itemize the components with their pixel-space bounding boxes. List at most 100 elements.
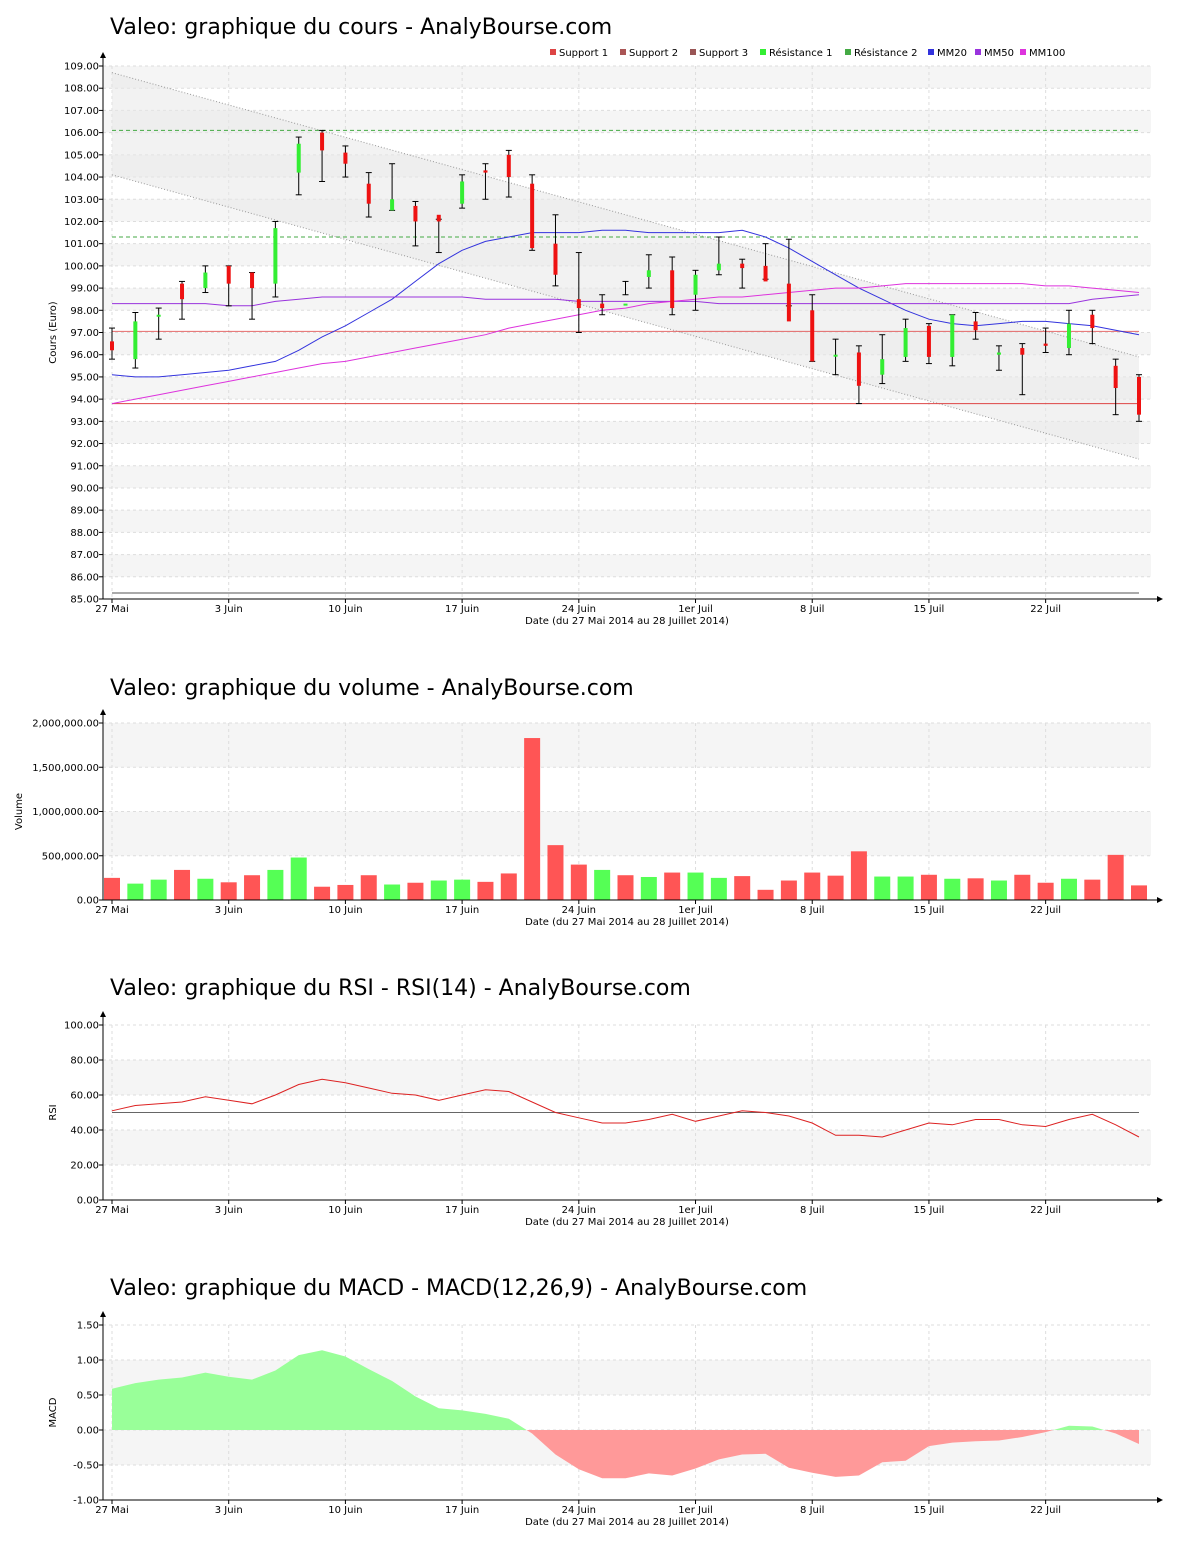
x-tick-label: 1er Juil: [678, 1205, 713, 1216]
volume-bar: [710, 877, 727, 900]
macd-positive-area: [112, 1350, 527, 1430]
candle-body: [436, 214, 441, 222]
y-tick-label: 100.00: [64, 1021, 99, 1032]
y-axis-label: Cours (Euro): [48, 301, 59, 364]
y-tick-label: 103.00: [64, 195, 99, 206]
candle-body: [950, 314, 955, 357]
y-tick-label: 92.00: [70, 439, 99, 450]
x-tick-label: 17 Juin: [445, 604, 479, 615]
legend-entry: MM100: [1029, 48, 1065, 59]
volume-bar: [920, 874, 937, 900]
candle-body: [390, 199, 395, 211]
grid-band: [103, 66, 1151, 89]
volume-bar: [127, 883, 144, 900]
volume-bar: [104, 877, 120, 900]
x-tick-label: 15 Juil: [914, 604, 945, 615]
candle-body: [273, 228, 278, 284]
y-tick-label: 0.00: [77, 896, 99, 907]
y-tick-label: 100.00: [64, 261, 99, 272]
y-tick-label: 99.00: [70, 284, 99, 295]
volume-bar: [1107, 854, 1124, 900]
candle-body: [646, 270, 651, 277]
trend-lower-line: [111, 174, 1140, 460]
volume-bar: [687, 872, 704, 900]
candle-body: [576, 299, 581, 309]
candle-body: [133, 321, 138, 360]
candle-body: [553, 243, 558, 275]
volume-bar: [967, 878, 984, 900]
x-axis-label: Date (du 27 Mai 2014 au 28 Juillet 2014): [525, 917, 729, 928]
volume-bar: [1037, 882, 1054, 900]
volume-bar: [407, 882, 424, 900]
legend-entry: MM20: [937, 48, 967, 59]
candle-body: [250, 272, 255, 289]
x-tick-label: 3 Juin: [215, 604, 243, 615]
x-tick-label: 15 Juil: [914, 1505, 945, 1516]
volume-bar: [664, 872, 681, 900]
x-axis-label: Date (du 27 Mai 2014 au 28 Juillet 2014): [525, 1517, 729, 1528]
candle-body: [366, 183, 371, 204]
volume-bar: [640, 876, 657, 900]
y-tick-label: 101.00: [64, 239, 99, 250]
x-tick-label: 1er Juil: [678, 604, 713, 615]
volume-bar: [1084, 879, 1101, 900]
y-tick-label: 104.00: [64, 173, 99, 184]
y-tick-label: 106.00: [64, 128, 99, 139]
volume-bar: [524, 738, 541, 900]
candle-body: [1043, 343, 1048, 346]
candle-body: [740, 263, 745, 269]
x-tick-label: 15 Juil: [914, 905, 945, 916]
grid-band: [103, 510, 1151, 533]
candle-body: [716, 263, 721, 271]
y-tick-label: 94.00: [70, 395, 99, 406]
grid-band: [103, 465, 1151, 488]
candle-body: [110, 341, 114, 351]
y-tick-label: -0.50: [73, 1461, 99, 1472]
chart-panel-0: Valeo: graphique du cours - AnalyBourse.…: [48, 15, 1163, 627]
x-tick-label: 27 Mai: [95, 604, 128, 615]
trend-upper-line: [111, 72, 1140, 358]
candle-body: [226, 265, 231, 284]
x-tick-label: 17 Juin: [445, 1505, 479, 1516]
y-tick-label: 1.50: [77, 1321, 99, 1332]
candle-body: [996, 352, 1001, 355]
volume-bar: [570, 864, 587, 900]
x-tick-label: 10 Juin: [328, 604, 362, 615]
grid-band: [103, 421, 1151, 444]
volume-bar: [174, 869, 191, 900]
grid-band: [103, 1060, 1151, 1095]
candle-body: [763, 265, 768, 282]
volume-bar: [360, 875, 377, 900]
x-tick-label: 24 Juin: [562, 1205, 596, 1216]
y-tick-label: 0.00: [77, 1196, 99, 1207]
x-axis-arrow: [1157, 897, 1163, 903]
candle-body: [973, 321, 978, 331]
candle-body: [926, 325, 931, 357]
volume-bar: [757, 889, 774, 900]
volume-bar: [220, 882, 237, 900]
chart-title: Valeo: graphique du volume - AnalyBourse…: [110, 676, 634, 701]
rsi-line: [111, 1078, 1140, 1138]
y-tick-label: 40.00: [70, 1126, 99, 1137]
x-tick-label: 3 Juin: [215, 1205, 243, 1216]
candle-body: [786, 283, 791, 322]
x-tick-label: 24 Juin: [562, 604, 596, 615]
y-tick-label: 2,000,000.00: [32, 719, 99, 730]
chart-panel-1: Valeo: graphique du volume - AnalyBourse…: [14, 676, 1163, 928]
candle-body: [810, 310, 815, 362]
volume-bar: [944, 878, 961, 900]
candle-body: [1113, 365, 1118, 389]
x-tick-label: 17 Juin: [445, 905, 479, 916]
candle-body: [693, 274, 698, 295]
y-tick-label: 60.00: [70, 1091, 99, 1102]
mm20-line: [111, 229, 1140, 378]
candle-body: [670, 270, 675, 309]
candle-body: [296, 143, 301, 173]
x-tick-label: 24 Juin: [562, 1505, 596, 1516]
x-axis-label: Date (du 27 Mai 2014 au 28 Juillet 2014): [525, 616, 729, 627]
x-tick-label: 10 Juin: [328, 905, 362, 916]
x-tick-label: 22 Juil: [1030, 1205, 1061, 1216]
volume-bar: [734, 876, 751, 900]
volume-bar: [990, 880, 1007, 900]
x-tick-label: 10 Juin: [328, 1505, 362, 1516]
